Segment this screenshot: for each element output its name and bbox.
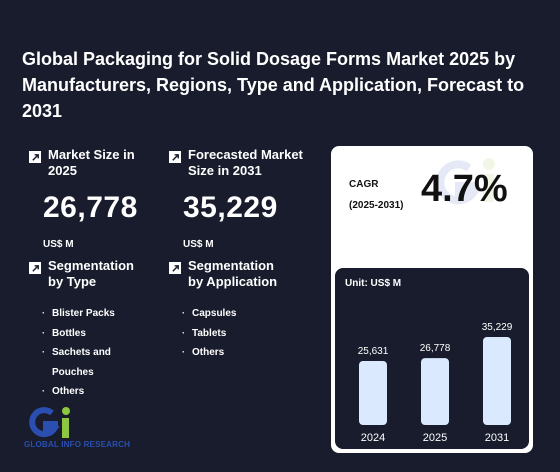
segmentation-type-label: Segmentation by Type bbox=[48, 258, 134, 289]
chart-unit-label: Unit: US$ M bbox=[345, 278, 402, 289]
forecast-size-stat: Forecasted Market Size in 2031 35,229 US… bbox=[169, 147, 309, 250]
gi-logo-icon bbox=[29, 407, 70, 438]
forecast-size-label: Forecasted Market Size in 2031 bbox=[188, 147, 303, 178]
type-list: · Blister Packs · Bottles · Sachets and Pou… bbox=[42, 304, 132, 402]
cagr-value: 4.7% bbox=[421, 168, 508, 210]
x-tick-label: 2024 bbox=[361, 432, 385, 444]
market-size-label: Market Size in 2025 bbox=[48, 147, 135, 178]
bar-2031 bbox=[483, 337, 511, 425]
x-tick-label: 2025 bbox=[423, 432, 447, 444]
segmentation-type: Segmentation by Type · Blister Packs · Bot… bbox=[29, 258, 159, 402]
company-logo: GLOBAL INFO RESEARCH bbox=[24, 405, 164, 455]
forecast-size-value: 35,229 bbox=[183, 191, 278, 224]
market-size-unit: US$ M bbox=[43, 239, 74, 250]
bar-chart: 25,631 2024 26,778 2025 35,229 2031 bbox=[358, 322, 513, 444]
page-title: Global Packaging for Solid Dosage Forms … bbox=[22, 49, 525, 121]
segmentation-application-label: Segmentation by Application bbox=[188, 258, 278, 289]
bar-2025 bbox=[421, 358, 449, 425]
bar-2024 bbox=[359, 360, 387, 425]
application-list: · Capsules · Tablets · Others bbox=[182, 304, 309, 363]
market-size-stat: Market Size in 2025 26,778 US$ M bbox=[29, 147, 159, 250]
x-tick-label: 2031 bbox=[485, 432, 509, 444]
watermark-logo-icon bbox=[436, 158, 495, 205]
arrow-up-right-icon bbox=[169, 262, 181, 274]
arrow-up-right-icon bbox=[29, 262, 41, 274]
segmentation-application: Segmentation by Application · Capsules · T… bbox=[169, 258, 309, 363]
cagr-label: CAGR (2025-2031) bbox=[349, 179, 404, 211]
list-item: · Others bbox=[182, 347, 225, 358]
bar-value-label: 26,778 bbox=[420, 343, 451, 354]
list-item: · Bottles bbox=[42, 327, 86, 339]
arrow-up-right-icon bbox=[169, 151, 181, 163]
arrow-up-right-icon bbox=[29, 151, 41, 163]
chart-panel: Unit: US$ M 25,631 2024 26,778 2025 35,229 20… bbox=[335, 268, 529, 449]
cagr-card: CAGR (2025-2031) 4.7% Unit: US$ M 25,631… bbox=[331, 146, 533, 453]
logo-text: GLOBAL INFO RESEARCH bbox=[24, 440, 131, 449]
list-item: · Tablets bbox=[182, 327, 227, 339]
list-item: · Others bbox=[42, 386, 85, 397]
market-size-value: 26,778 bbox=[43, 191, 138, 224]
list-item: · Sachets and Pouches bbox=[42, 347, 111, 378]
forecast-size-unit: US$ M bbox=[183, 239, 214, 250]
list-item: · Blister Packs bbox=[42, 308, 115, 319]
list-item: · Capsules bbox=[182, 308, 237, 319]
bar-value-label: 35,229 bbox=[482, 322, 513, 333]
bar-value-label: 25,631 bbox=[358, 346, 389, 357]
